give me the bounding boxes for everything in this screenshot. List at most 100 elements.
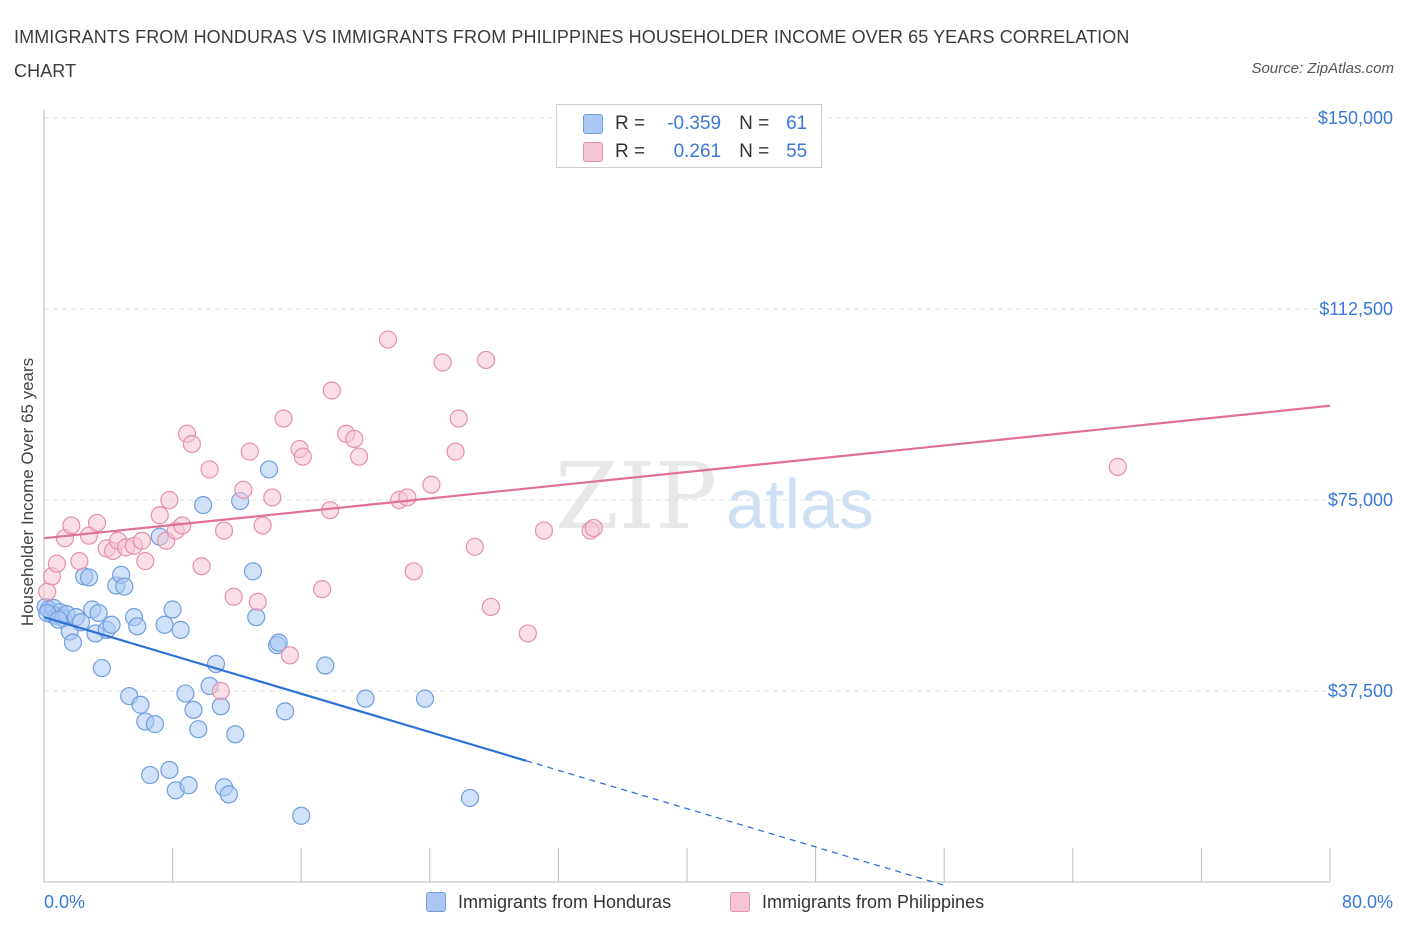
legend-r-value-honduras: -0.359: [667, 113, 722, 134]
point-philippines-37: [322, 381, 341, 400]
point-philippines-45: [422, 475, 441, 494]
point-honduras-37: [179, 776, 198, 795]
trend-line-honduras-extension: [526, 760, 945, 886]
point-philippines-41: [378, 330, 398, 349]
trend-lines: [43, 404, 1331, 886]
bottom-legend-label-honduras: Immigrants from Honduras: [458, 891, 672, 912]
y-tick-label-0: $37,500: [1328, 681, 1393, 701]
point-philippines-22: [192, 557, 211, 576]
point-philippines-27: [240, 442, 259, 461]
point-philippines-35: [312, 580, 332, 599]
point-honduras-22: [115, 577, 134, 596]
x-tick-labels: 0.0% 80.0%: [44, 892, 1393, 912]
point-philippines-31: [274, 409, 293, 428]
point-honduras-58: [460, 788, 480, 808]
point-philippines-23: [200, 460, 219, 479]
point-philippines-21: [182, 434, 201, 454]
legend-swatch-philippines: [583, 142, 603, 162]
point-honduras-43: [211, 697, 230, 716]
watermark-atlas: atlas: [726, 465, 874, 543]
point-honduras-55: [316, 656, 335, 675]
legend-n-label: N =: [739, 141, 770, 162]
point-philippines-40: [349, 447, 369, 466]
point-philippines-46: [433, 353, 452, 372]
watermark: ZIP atlas: [555, 443, 874, 550]
point-philippines-26: [234, 480, 253, 499]
point-philippines-34: [293, 447, 312, 466]
legend-swatch-honduras: [583, 114, 603, 134]
point-honduras-19: [102, 615, 121, 634]
legend-r-label: R =: [615, 141, 646, 162]
trend-line-honduras: [43, 616, 527, 762]
point-honduras-57: [415, 689, 435, 708]
bottom-legend-philippines: Immigrants from Philippines: [730, 888, 984, 916]
point-honduras-9: [63, 633, 83, 652]
point-honduras-28: [140, 765, 160, 785]
legend-n-value-honduras: 61: [786, 113, 808, 134]
point-honduras-13: [79, 568, 99, 587]
chart-title: IMMIGRANTS FROM HONDURAS VS IMMIGRANTS F…: [14, 27, 1130, 81]
point-philippines-52: [518, 624, 537, 643]
point-honduras-29: [145, 715, 165, 734]
point-philippines-17: [160, 490, 179, 510]
point-philippines-30: [263, 488, 282, 507]
point-philippines-29: [253, 516, 272, 535]
legend-n-value-philippines: 55: [786, 141, 808, 162]
legend-r-value-philippines: 0.261: [673, 141, 722, 162]
y-tick-label-2: $112,500: [1319, 299, 1393, 319]
point-honduras-46: [226, 725, 245, 744]
point-honduras-45: [219, 785, 238, 804]
point-philippines-39: [345, 429, 364, 448]
series-honduras: [36, 460, 480, 825]
point-honduras-39: [189, 720, 208, 739]
point-honduras-38: [184, 700, 203, 719]
point-philippines-57: [1108, 457, 1127, 476]
point-honduras-49: [247, 608, 266, 627]
point-philippines-25: [224, 587, 243, 606]
point-philippines-0: [38, 582, 57, 601]
legend-row-philippines: R = 0.261 N = 55: [583, 139, 807, 165]
point-philippines-24: [214, 521, 234, 540]
point-honduras-31: [155, 615, 174, 634]
point-honduras-17: [92, 658, 111, 678]
point-honduras-35: [171, 620, 190, 639]
stats-legend: R = -0.359 N = 61 R = 0.261 N = 55: [556, 104, 822, 168]
point-philippines-4: [62, 516, 81, 535]
point-philippines-32: [280, 646, 300, 665]
point-philippines-53: [534, 521, 554, 540]
bottom-legend-honduras: Immigrants from Honduras: [426, 888, 671, 916]
legend-r-label: R =: [615, 113, 646, 134]
series-philippines: [38, 330, 1127, 701]
point-philippines-55: [584, 518, 603, 538]
point-philippines-47: [446, 442, 465, 461]
bottom-legend-swatch-philippines: [730, 892, 750, 912]
point-philippines-13: [132, 531, 152, 550]
point-philippines-2: [47, 554, 66, 573]
bottom-legend-swatch-honduras: [426, 892, 446, 912]
point-philippines-7: [87, 513, 107, 533]
source-label: Source: ZipAtlas.com: [1251, 60, 1394, 77]
point-honduras-33: [163, 600, 182, 619]
point-philippines-51: [481, 597, 500, 617]
point-philippines-48: [449, 409, 468, 428]
point-philippines-15: [150, 506, 169, 525]
point-philippines-14: [136, 552, 155, 571]
watermark-zip: ZIP: [555, 443, 717, 550]
point-philippines-44: [404, 562, 423, 581]
point-honduras-50: [259, 460, 279, 479]
axes: [43, 110, 1331, 883]
point-philippines-50: [476, 350, 496, 370]
legend-n-label: N =: [739, 113, 770, 134]
x-tick-label-max: 80.0%: [1342, 892, 1393, 912]
point-philippines-56: [211, 681, 230, 701]
point-honduras-16: [89, 603, 108, 623]
point-philippines-28: [248, 592, 267, 611]
point-honduras-54: [292, 806, 311, 825]
point-honduras-52: [269, 633, 288, 652]
point-honduras-48: [243, 562, 263, 581]
bottom-legend-label-philippines: Immigrants from Philippines: [762, 891, 985, 912]
y-tick-labels: $37,500 $75,000 $112,500 $150,000: [1318, 108, 1393, 701]
point-honduras-32: [160, 760, 179, 780]
legend-row-honduras: R = -0.359 N = 61: [583, 111, 807, 137]
point-honduras-26: [131, 695, 150, 714]
